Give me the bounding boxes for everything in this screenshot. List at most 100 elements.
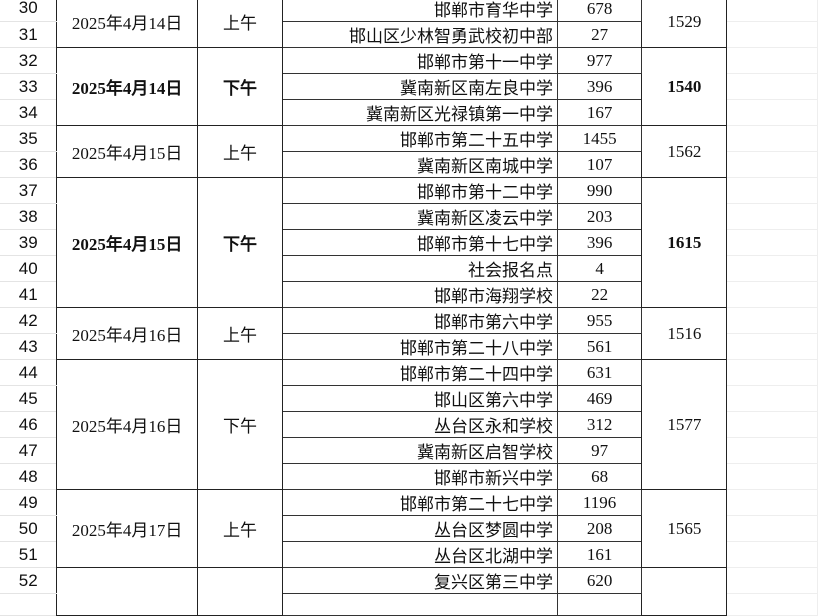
date-cell[interactable]: 2025年4月14日 <box>56 0 198 48</box>
count-cell[interactable]: 1196 <box>557 489 643 516</box>
date-cell[interactable]: 2025年4月16日 <box>56 359 198 490</box>
total-cell[interactable]: 1615 <box>641 177 728 308</box>
date-cell[interactable]: 2025年4月14日 <box>56 47 198 126</box>
empty-cell[interactable] <box>726 203 818 230</box>
school-cell[interactable]: 邯郸市第二十八中学 <box>282 333 559 360</box>
empty-cell[interactable] <box>726 73 818 100</box>
count-cell[interactable]: 396 <box>557 229 643 256</box>
date-cell[interactable]: 2025年4月16日 <box>56 307 198 360</box>
total-cell[interactable]: 1540 <box>641 47 728 126</box>
school-cell[interactable]: 邯郸市第十七中学 <box>282 229 559 256</box>
empty-cell[interactable] <box>726 411 818 438</box>
total-cell[interactable] <box>641 567 728 616</box>
date-cell[interactable]: 2025年4月15日 <box>56 125 198 178</box>
empty-cell[interactable] <box>726 99 818 126</box>
school-cell[interactable] <box>282 593 559 616</box>
total-cell[interactable]: 1529 <box>641 0 728 48</box>
row-number[interactable]: 47 <box>0 437 57 464</box>
count-cell[interactable]: 107 <box>557 151 643 178</box>
count-cell[interactable]: 631 <box>557 359 643 386</box>
school-cell[interactable]: 邯郸市第十二中学 <box>282 177 559 204</box>
school-cell[interactable]: 邯郸市第六中学 <box>282 307 559 334</box>
row-number[interactable]: 43 <box>0 333 57 360</box>
school-cell[interactable]: 冀南新区光禄镇第一中学 <box>282 99 559 126</box>
row-number[interactable]: 45 <box>0 385 57 412</box>
row-number[interactable]: 37 <box>0 177 57 204</box>
count-cell[interactable]: 990 <box>557 177 643 204</box>
school-cell[interactable]: 邯郸市第十一中学 <box>282 47 559 74</box>
count-cell[interactable]: 561 <box>557 333 643 360</box>
empty-cell[interactable] <box>726 593 818 616</box>
empty-cell[interactable] <box>726 515 818 542</box>
empty-cell[interactable] <box>726 385 818 412</box>
period-cell[interactable]: 上午 <box>196 307 284 360</box>
date-cell[interactable]: 2025年4月17日 <box>56 489 198 568</box>
empty-cell[interactable] <box>726 333 818 360</box>
empty-cell[interactable] <box>726 567 818 594</box>
period-cell[interactable]: 上午 <box>196 489 284 568</box>
count-cell[interactable]: 167 <box>557 99 643 126</box>
row-number[interactable]: 42 <box>0 307 57 334</box>
school-cell[interactable]: 冀南新区南左良中学 <box>282 73 559 100</box>
school-cell[interactable]: 邯郸市新兴中学 <box>282 463 559 490</box>
school-cell[interactable]: 丛台区梦圆中学 <box>282 515 559 542</box>
empty-cell[interactable] <box>726 151 818 178</box>
school-cell[interactable]: 丛台区北湖中学 <box>282 541 559 568</box>
empty-cell[interactable] <box>726 47 818 74</box>
school-cell[interactable]: 复兴区第三中学 <box>282 567 559 594</box>
row-number[interactable]: 46 <box>0 411 57 438</box>
row-number[interactable]: 39 <box>0 229 57 256</box>
count-cell[interactable]: 208 <box>557 515 643 542</box>
row-number[interactable]: 44 <box>0 359 57 386</box>
count-cell[interactable]: 68 <box>557 463 643 490</box>
empty-cell[interactable] <box>726 177 818 204</box>
date-cell[interactable]: 2025年4月15日 <box>56 177 198 308</box>
row-number[interactable]: 40 <box>0 255 57 282</box>
empty-cell[interactable] <box>726 281 818 308</box>
count-cell[interactable]: 620 <box>557 567 643 594</box>
period-cell[interactable]: 上午 <box>196 125 284 178</box>
period-cell[interactable]: 下午 <box>196 359 284 490</box>
school-cell[interactable]: 邯郸市第二十七中学 <box>282 489 559 516</box>
school-cell[interactable]: 丛台区永和学校 <box>282 411 559 438</box>
empty-cell[interactable] <box>726 255 818 282</box>
row-number[interactable]: 49 <box>0 489 57 516</box>
row-number[interactable]: 30 <box>0 0 57 22</box>
empty-cell[interactable] <box>726 21 818 48</box>
count-cell[interactable]: 312 <box>557 411 643 438</box>
row-number[interactable]: 31 <box>0 21 57 48</box>
row-number[interactable]: 34 <box>0 99 57 126</box>
total-cell[interactable]: 1577 <box>641 359 728 490</box>
empty-cell[interactable] <box>726 229 818 256</box>
empty-cell[interactable] <box>726 307 818 334</box>
empty-cell[interactable] <box>726 541 818 568</box>
row-number[interactable]: 50 <box>0 515 57 542</box>
count-cell[interactable]: 97 <box>557 437 643 464</box>
empty-cell[interactable] <box>726 463 818 490</box>
period-cell[interactable]: 下午 <box>196 177 284 308</box>
count-cell[interactable]: 27 <box>557 21 643 48</box>
empty-cell[interactable] <box>726 0 818 22</box>
row-number[interactable]: 35 <box>0 125 57 152</box>
count-cell[interactable]: 4 <box>557 255 643 282</box>
count-cell[interactable]: 161 <box>557 541 643 568</box>
count-cell[interactable]: 22 <box>557 281 643 308</box>
row-number[interactable]: 33 <box>0 73 57 100</box>
empty-cell[interactable] <box>726 437 818 464</box>
row-number[interactable]: 51 <box>0 541 57 568</box>
empty-cell[interactable] <box>726 359 818 386</box>
row-number[interactable] <box>0 593 57 616</box>
date-cell[interactable] <box>56 567 198 616</box>
school-cell[interactable]: 邯山区少林智勇武校初中部 <box>282 21 559 48</box>
period-cell[interactable]: 下午 <box>196 47 284 126</box>
school-cell[interactable]: 冀南新区凌云中学 <box>282 203 559 230</box>
period-cell[interactable] <box>196 567 284 616</box>
school-cell[interactable]: 邯郸市海翔学校 <box>282 281 559 308</box>
count-cell[interactable]: 977 <box>557 47 643 74</box>
school-cell[interactable]: 冀南新区南城中学 <box>282 151 559 178</box>
count-cell[interactable]: 1455 <box>557 125 643 152</box>
school-cell[interactable]: 邯山区第六中学 <box>282 385 559 412</box>
period-cell[interactable]: 上午 <box>196 0 284 48</box>
school-cell[interactable]: 邯郸市育华中学 <box>282 0 559 22</box>
row-number[interactable]: 48 <box>0 463 57 490</box>
